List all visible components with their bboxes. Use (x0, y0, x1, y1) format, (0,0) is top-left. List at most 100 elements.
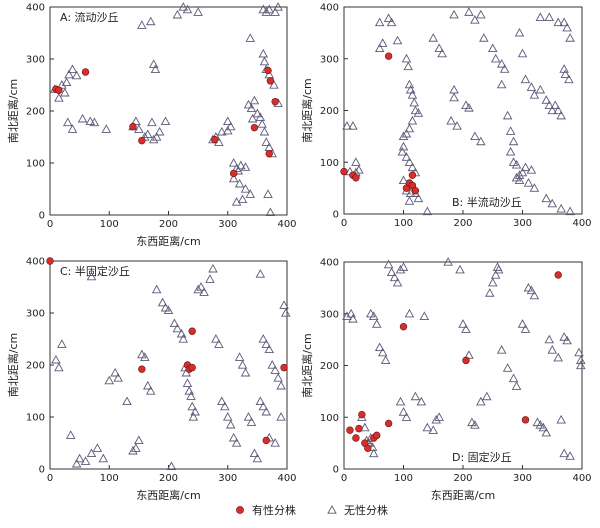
asexual-ramet-point (193, 284, 203, 294)
x-axis-title: 东西距离/cm (136, 488, 200, 502)
y-axis-title: 南北距离/cm (6, 79, 20, 143)
y-tick-label: 200 (320, 106, 339, 117)
y-tick-label: 100 (320, 158, 339, 169)
asexual-ramet-point (234, 352, 245, 361)
asexual-ramet-point (261, 339, 272, 348)
asexual-ramet-point (245, 33, 256, 42)
asexual-ramet-point (482, 391, 492, 401)
asexual-ramet-point (470, 420, 480, 429)
asexual-ramet-point (431, 414, 441, 424)
asexual-ramet-point (211, 334, 221, 343)
legend: 有性分株 无性分株 (236, 503, 388, 517)
asexual-ramet-point (134, 435, 144, 445)
asexual-ramet-point (67, 64, 78, 74)
asexual-ramet-point (228, 173, 239, 183)
asexual-ramet-point (511, 159, 522, 169)
asexual-ramet-point (54, 362, 64, 372)
y-tick-label: 100 (26, 413, 45, 424)
asexual-ramet-point (562, 335, 572, 345)
asexual-ramet-point (505, 146, 516, 156)
asexual-ramet-point (562, 22, 572, 32)
asexual-ramet-point (407, 115, 418, 125)
asexual-ramet-point (574, 347, 584, 357)
asexual-ramet-point (148, 134, 159, 144)
asexual-ramet-point (487, 277, 498, 287)
asexual-ramet-point (401, 53, 412, 63)
x-axis-title: 东西距离/cm (136, 234, 200, 248)
asexual-ramet-point (407, 162, 418, 172)
asexual-ramet-point (258, 48, 269, 58)
asexual-ramet-point (187, 401, 197, 411)
asexual-ramet-point (273, 2, 283, 11)
asexual-ramet-point (455, 264, 465, 274)
asexual-ramet-point (228, 432, 239, 442)
asexual-ramet-point (547, 105, 558, 115)
asexual-ramet-point (169, 318, 180, 328)
asexual-ramet-point (276, 380, 286, 390)
asexual-ramet-point (374, 43, 385, 53)
asexual-ramet-point (176, 328, 187, 338)
sexual-ramet-point (265, 149, 273, 158)
asexual-ramet-point (351, 157, 361, 166)
x-tick-label: 100 (394, 218, 413, 229)
plot-frame (343, 6, 583, 215)
x-tick-label: 400 (277, 473, 296, 484)
asexual-ramet-point (178, 2, 189, 11)
sexual-ramet-point (250, 123, 259, 132)
sexual-ramet-point (129, 122, 137, 131)
sexual-ramet-point (352, 434, 360, 442)
asexual-ramet-point (476, 136, 486, 146)
sexual-ramet-point (408, 171, 417, 179)
asexual-ramet-point (559, 64, 569, 73)
sexual-ramet-point (399, 322, 408, 331)
sexual-ramet-point (211, 135, 219, 144)
asexual-ramet-point (205, 274, 215, 283)
sexual-ramet-point (271, 97, 279, 106)
asexual-ramet-point (157, 297, 168, 307)
asexual-ramet-point (392, 277, 403, 287)
asexual-ramet-point (383, 259, 394, 269)
asexual-ramet-point (404, 123, 415, 133)
asexual-ramet-point (476, 396, 486, 406)
x-axis-title: 东西距离/cm (431, 488, 495, 502)
sexual-ramet-point (138, 365, 146, 373)
legend-circle-marker (236, 506, 244, 514)
asexual-ramet-point (184, 386, 195, 395)
asexual-ramet-point (428, 425, 439, 434)
asexual-ramet-point (428, 33, 439, 42)
x-tick-label: 100 (100, 219, 119, 230)
panel-4: 0 100 200 300 400 0 100 200 300 400 东西距离/cm 南北距离/cm… (300, 257, 592, 502)
sexual-ramet-point (384, 52, 393, 60)
sexual-ramet-point (81, 68, 90, 76)
asexual-ramet-point (487, 43, 498, 53)
asexual-ramet-point (398, 141, 409, 151)
y-tick-label: 100 (26, 159, 45, 170)
y-tick-label: 0 (39, 465, 45, 476)
asexual-ramet-point (526, 285, 537, 295)
asexual-ramet-point (225, 419, 236, 429)
asexual-ramet-point (403, 61, 414, 71)
asexual-ramet-point (71, 70, 82, 80)
asexual-ramet-point (499, 64, 510, 73)
asexual-ramet-point (410, 391, 421, 401)
asexual-ramet-point (60, 87, 70, 97)
asexual-ramet-point (374, 342, 385, 352)
asexual-ramet-point (422, 422, 433, 432)
asexual-ramet-point (342, 311, 352, 320)
asexual-ramet-point (559, 332, 569, 341)
plot-frame (49, 6, 288, 216)
asexual-ramet-point (122, 396, 132, 406)
asexual-ramet-point (517, 48, 528, 58)
asexual-ramet-point (556, 414, 566, 424)
asexual-ramet-point (464, 7, 474, 16)
x-tick-label: 300 (513, 218, 532, 229)
asexual-ramet-point (383, 13, 394, 23)
asexual-ramet-point (77, 113, 88, 123)
sexual-ramet-point (364, 444, 372, 452)
asexual-ramet-point (142, 129, 153, 139)
asexual-ramet-point (502, 110, 513, 120)
asexual-ramet-point (67, 124, 78, 133)
asexual-ramet-point (279, 300, 289, 309)
asexual-ramet-point (276, 412, 286, 421)
